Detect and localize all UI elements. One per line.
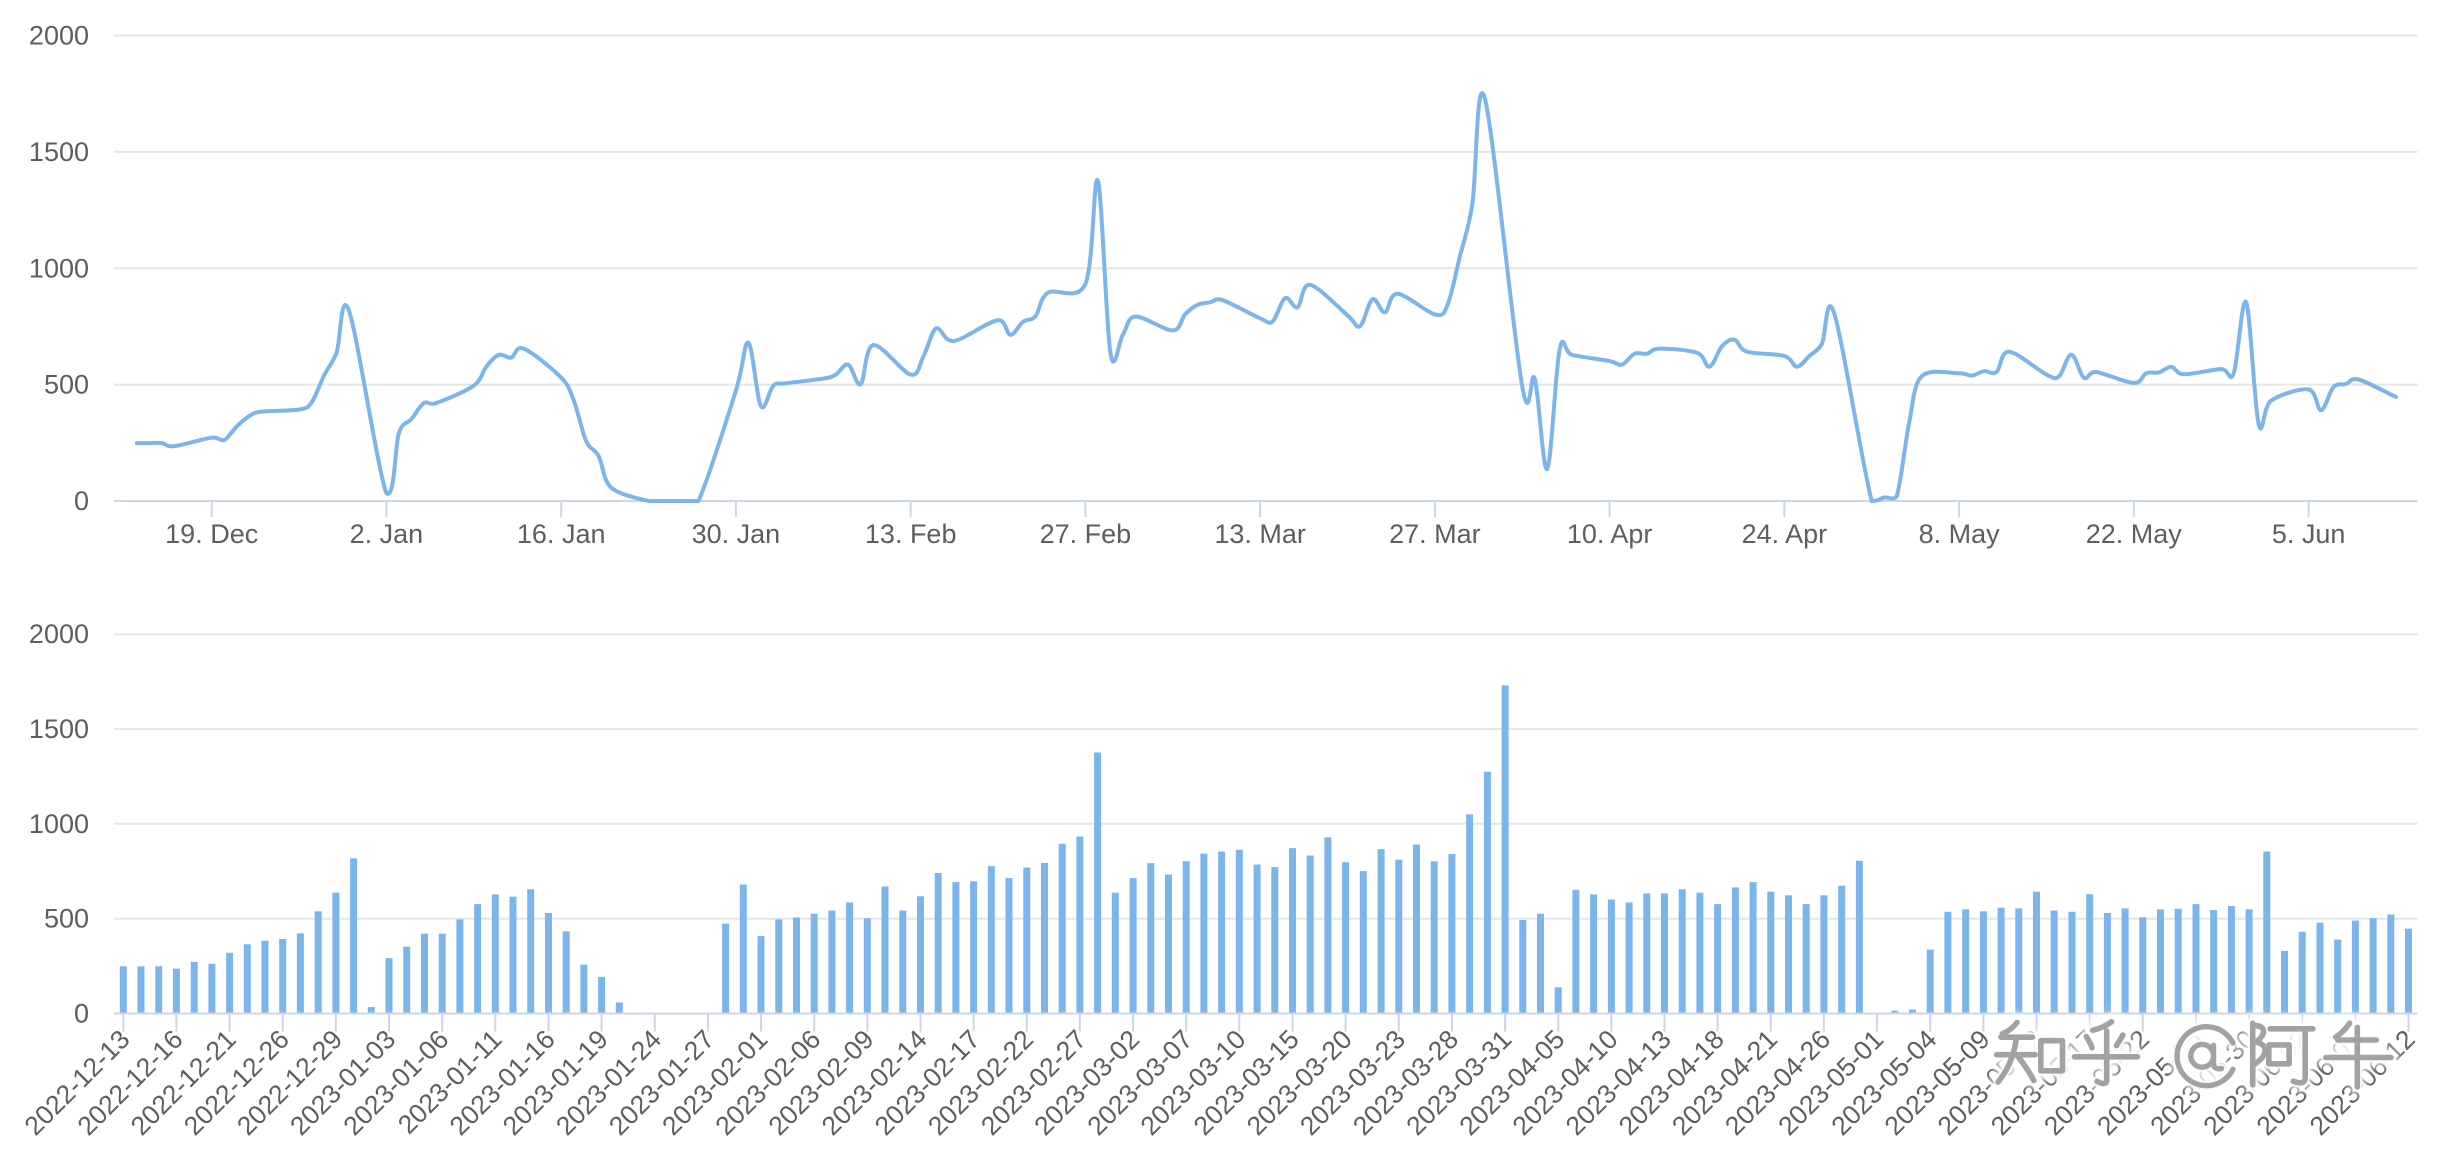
svg-text:10. Apr: 10. Apr bbox=[1567, 519, 1653, 549]
svg-text:2. Jan: 2. Jan bbox=[350, 519, 424, 549]
svg-text:13. Mar: 13. Mar bbox=[1214, 519, 1306, 549]
svg-text:30. Jan: 30. Jan bbox=[692, 519, 781, 549]
svg-text:1500: 1500 bbox=[29, 714, 89, 744]
svg-text:5. Jun: 5. Jun bbox=[2272, 519, 2346, 549]
svg-text:27. Feb: 27. Feb bbox=[1040, 519, 1132, 549]
svg-text:2000: 2000 bbox=[29, 619, 89, 649]
svg-text:0: 0 bbox=[74, 999, 89, 1029]
svg-text:16. Jan: 16. Jan bbox=[517, 519, 606, 549]
svg-text:1000: 1000 bbox=[29, 253, 89, 283]
svg-text:500: 500 bbox=[44, 370, 89, 400]
svg-text:22. May: 22. May bbox=[2086, 519, 2183, 549]
svg-text:2000: 2000 bbox=[29, 21, 89, 51]
svg-text:13. Feb: 13. Feb bbox=[865, 519, 957, 549]
svg-text:27. Mar: 27. Mar bbox=[1389, 519, 1481, 549]
svg-text:0: 0 bbox=[74, 486, 89, 516]
svg-text:500: 500 bbox=[44, 904, 89, 934]
svg-text:1000: 1000 bbox=[29, 809, 89, 839]
svg-text:19. Dec: 19. Dec bbox=[165, 519, 258, 549]
svg-text:24. Apr: 24. Apr bbox=[1742, 519, 1828, 549]
svg-text:8. May: 8. May bbox=[1919, 519, 2001, 549]
svg-text:1500: 1500 bbox=[29, 137, 89, 167]
